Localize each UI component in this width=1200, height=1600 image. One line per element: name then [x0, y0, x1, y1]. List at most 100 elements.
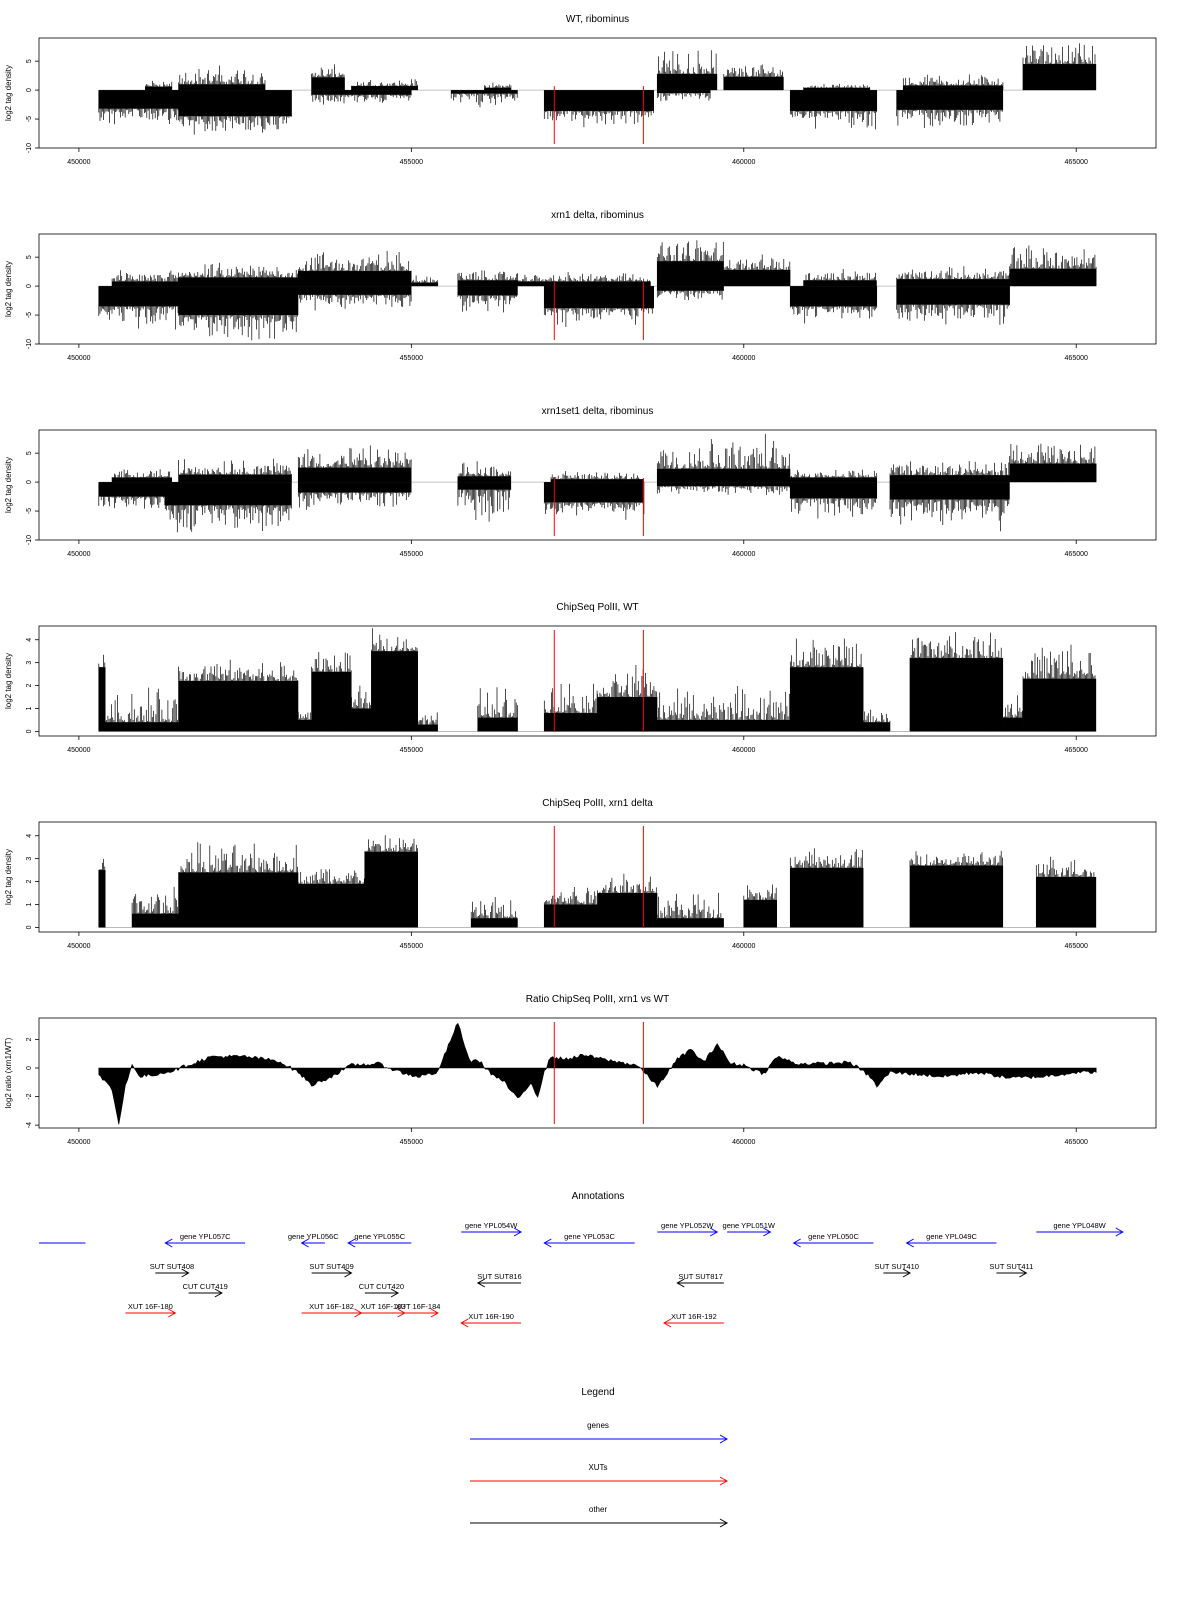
arrow-head	[214, 1288, 223, 1298]
annotation-feature: gene YPL053C	[543, 1232, 635, 1248]
plot-frame	[38, 429, 1157, 541]
signal-bars	[517, 272, 651, 287]
legend-label: other	[589, 1505, 608, 1514]
signal-bars	[371, 628, 418, 732]
signal-bars	[789, 90, 878, 130]
x-tick-label: 450000	[67, 1139, 90, 1146]
y-tick-label: 5	[26, 59, 33, 63]
signal-bars	[543, 683, 598, 732]
feature-arrow	[461, 1227, 523, 1237]
signal-segment	[656, 892, 724, 928]
x-tick-label: 465000	[1065, 747, 1088, 754]
signal-segment	[297, 445, 412, 483]
signal-bars	[98, 286, 179, 330]
signal-bars	[297, 251, 412, 287]
signal-segment	[889, 461, 1010, 483]
signal-segment	[178, 262, 299, 287]
x-tick-label: 455000	[400, 159, 423, 166]
y-tick-label: -5	[26, 508, 33, 514]
signal-bars	[1009, 443, 1097, 483]
signal-segment	[543, 887, 598, 928]
annotation-feature: CUT CUT419	[183, 1282, 228, 1298]
signal-segment	[656, 433, 791, 483]
signal-segment	[909, 850, 1004, 928]
feature-arrow	[470, 1434, 729, 1444]
signal-segment	[863, 709, 891, 732]
signal-segment	[789, 286, 878, 324]
arrow-head	[676, 1278, 685, 1288]
signal-bars	[896, 266, 1010, 287]
x-tick-label: 450000	[67, 943, 90, 950]
feature-label: gene YPL048W	[1053, 1221, 1106, 1230]
arrow-head	[719, 1476, 729, 1486]
arrow-head	[460, 1318, 469, 1328]
feature-arrow	[398, 1308, 439, 1318]
signal-bars	[111, 469, 172, 483]
feature-arrow	[470, 1518, 729, 1528]
data-layer	[98, 240, 1097, 341]
signal-segment	[656, 686, 791, 732]
annotation-feature: gene YPL050C	[792, 1232, 874, 1248]
signal-core	[311, 671, 352, 732]
signal-segment	[889, 482, 1010, 532]
signal-segment	[311, 90, 412, 105]
signal-bars	[656, 892, 724, 928]
annotations-panel: Annotations gene YPL057C gene YPL056C gene …	[39, 1191, 1124, 1328]
arrow-head	[168, 1308, 177, 1318]
feature-arrow	[164, 1238, 246, 1248]
signal-bars	[656, 286, 724, 301]
x-tick-label: 465000	[1065, 159, 1088, 166]
signal-segment	[98, 482, 166, 509]
signal-bars	[656, 433, 790, 483]
signal-segment	[1022, 644, 1097, 732]
signal-bars	[297, 445, 412, 483]
signal-segment	[803, 269, 877, 287]
signal-core	[471, 918, 518, 928]
signal-bars	[297, 869, 365, 928]
feature-label: SUT SUT409	[309, 1262, 353, 1271]
signal-bars	[1022, 43, 1096, 91]
x-tick-label: 465000	[1065, 355, 1088, 362]
feature-arrow	[125, 1308, 177, 1318]
feature-arrow	[543, 1238, 635, 1248]
signal-bars	[457, 461, 512, 483]
signal-segment	[1009, 245, 1097, 287]
annotation-feature: SUT SUT817	[676, 1272, 724, 1288]
feature-label: SUT SUT410	[874, 1262, 918, 1271]
annotation-feature: XUT 16F-182	[301, 1302, 363, 1318]
annotation-feature: SUT SUT411	[989, 1262, 1033, 1278]
feature-label: gene YPL056C	[288, 1232, 339, 1241]
signal-segment	[484, 82, 512, 91]
ratio-area	[98, 1022, 1097, 1125]
y-axis-label: log2 tag density	[4, 653, 13, 709]
arrow-head	[709, 1227, 719, 1237]
chart-title: ChipSeq PolII, WT	[556, 602, 638, 613]
x-tick-label: 450000	[67, 747, 90, 754]
signal-bars	[351, 79, 418, 91]
signal-segment	[371, 628, 418, 732]
annotation-feature: gene YPL055C	[347, 1232, 412, 1248]
signal-segment	[351, 79, 418, 91]
arrow-head	[347, 1238, 356, 1248]
x-tick-label: 450000	[67, 355, 90, 362]
signal-segment	[178, 458, 292, 483]
signal-bars	[297, 712, 312, 732]
signal-segment	[789, 638, 864, 732]
signal-segment	[723, 64, 784, 91]
signal-segment	[457, 270, 518, 287]
annotation-feature: SUT SUT409	[309, 1262, 354, 1278]
signal-bars	[178, 458, 292, 483]
annotation-feature: XUT 16F-184	[396, 1302, 440, 1318]
y-tick-label: -10	[26, 143, 33, 153]
signal-bars	[789, 286, 878, 324]
feature-arrow	[460, 1318, 522, 1328]
x-tick-label: 465000	[1065, 1139, 1088, 1146]
signal-segment	[517, 272, 651, 287]
y-tick-label: 2	[26, 684, 33, 688]
y-tick-label: 0	[26, 1066, 33, 1070]
signal-segment	[131, 886, 179, 928]
annotation-feature: XUT 16R-190	[460, 1312, 522, 1328]
feature-arrow	[364, 1288, 400, 1298]
signal-segment	[803, 83, 871, 91]
feature-label: gene YPL055C	[354, 1232, 405, 1241]
